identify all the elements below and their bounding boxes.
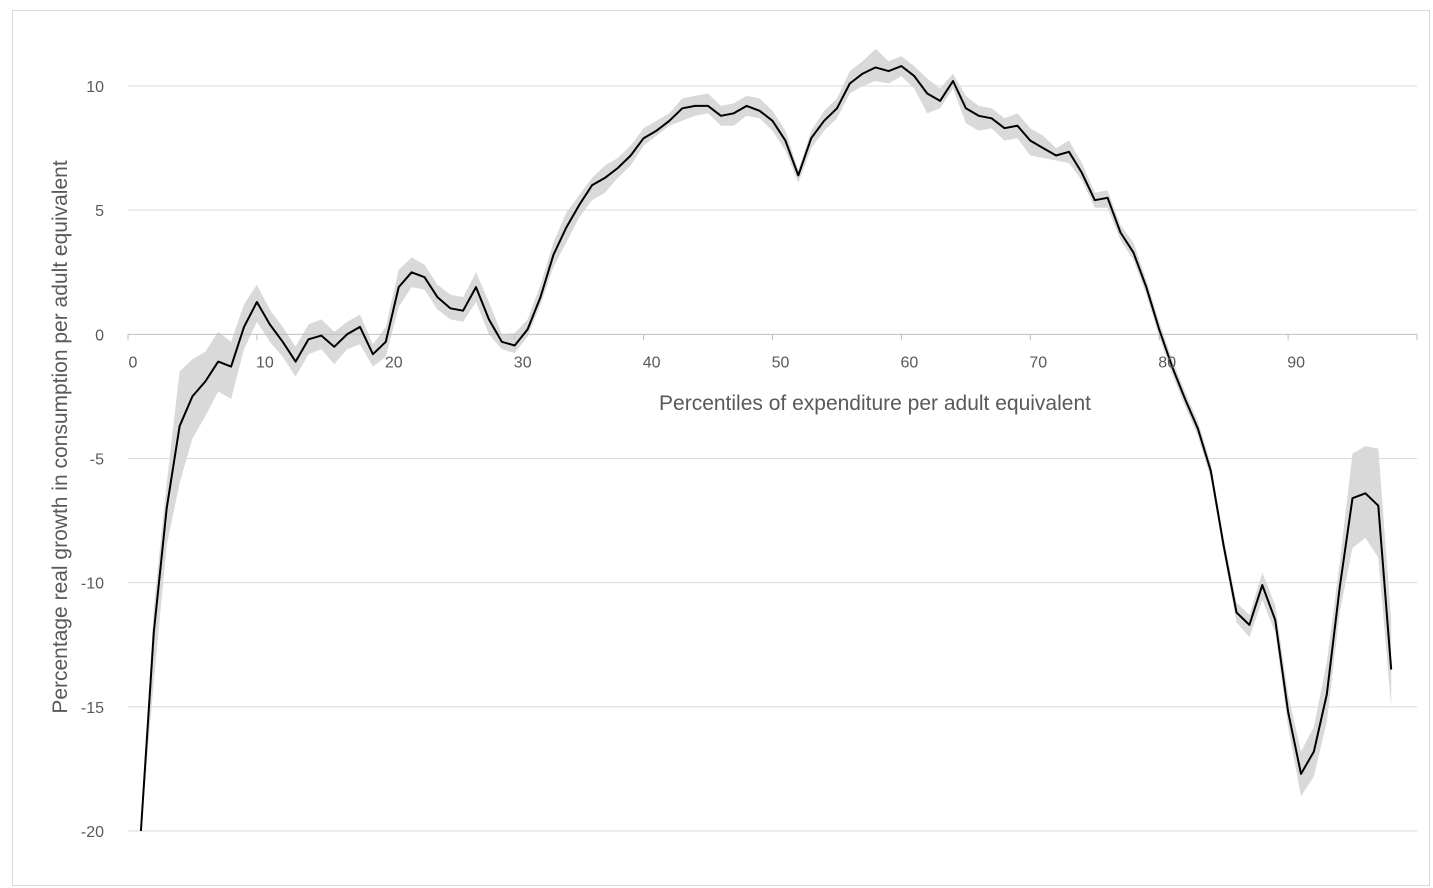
- y-tick-label: -20: [81, 824, 104, 841]
- confidence-band: [140, 48, 1392, 832]
- y-tick-label: -5: [90, 452, 104, 469]
- x-tick-label: 90: [1287, 354, 1305, 371]
- x-tick-label: 30: [514, 354, 532, 371]
- gridlines: [128, 85, 1417, 832]
- x-tick-labels: 0 10 20 30 40 50 60 70 80 90: [129, 354, 1306, 371]
- y-tick-label: 0: [95, 327, 104, 344]
- y-tick-label: 10: [86, 79, 104, 96]
- series-line: [139, 65, 1393, 832]
- x-axis: [127, 333, 1418, 341]
- growth-line: [139, 65, 1393, 832]
- x-tick-label: 80: [1158, 354, 1176, 371]
- y-tick-label: 5: [95, 203, 104, 220]
- x-tick-label: 0: [129, 354, 138, 371]
- x-tick-label: 10: [256, 354, 274, 371]
- y-tick-label: -10: [81, 576, 104, 593]
- x-tick-label: 40: [643, 354, 661, 371]
- x-tick-label: 50: [772, 354, 790, 371]
- x-axis-title: Percentiles of expenditure per adult equ…: [659, 392, 1091, 415]
- chart-frame: [12, 10, 1430, 886]
- x-tick-label: 60: [901, 354, 919, 371]
- y-axis-title: Percentage real growth in consumption pe…: [49, 160, 72, 714]
- confidence-band-area: [140, 48, 1392, 832]
- y-tick-labels: 10 5 0 -5 -10 -15 -20: [81, 79, 104, 841]
- y-tick-label: -15: [81, 700, 104, 717]
- x-tick-label: 20: [385, 354, 403, 371]
- x-tick-label: 70: [1029, 354, 1047, 371]
